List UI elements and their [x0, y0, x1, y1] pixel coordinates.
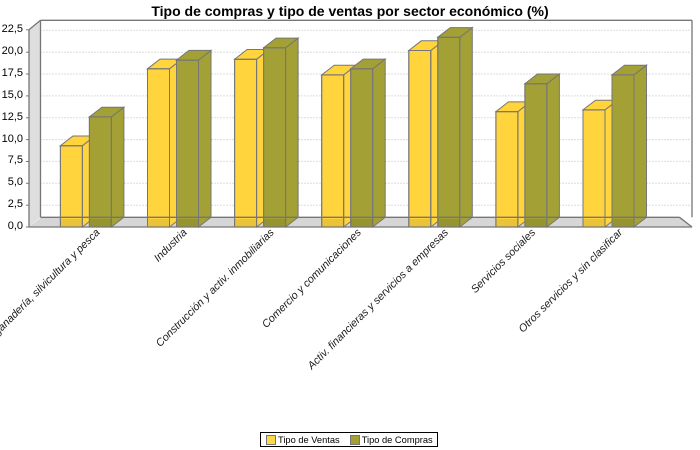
svg-text:Activ. financieras y servicios: Activ. financieras y servicios a empresa…	[305, 226, 452, 373]
svg-text:Comercio y comunicaciones: Comercio y comunicaciones	[260, 226, 364, 330]
svg-text:Otros servicios y sin clasific: Otros servicios y sin clasificar	[517, 226, 626, 335]
svg-text:Servicios sociales: Servicios sociales	[469, 226, 539, 296]
svg-text:Agricultura, ganadería, silvic: Agricultura, ganadería, silvicultura y p…	[0, 227, 103, 380]
svg-text:Industria: Industria	[152, 227, 190, 265]
